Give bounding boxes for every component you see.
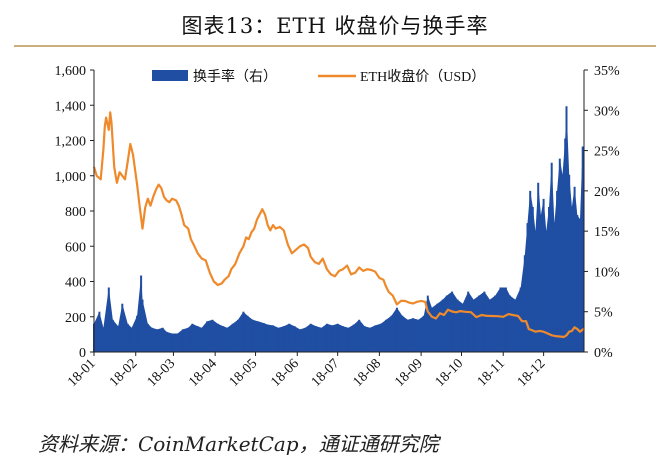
- legend-turnover-swatch: [152, 70, 188, 81]
- x-tick-label: 18-02: [107, 356, 141, 390]
- legend-turnover-label: 换手率（右）: [193, 68, 277, 85]
- x-tick-label: 18-10: [433, 356, 467, 390]
- y-right-tick-label: 0%: [594, 346, 613, 361]
- y-left-tick-label: 1,400: [55, 99, 87, 114]
- x-tick-label: 18-03: [145, 356, 179, 390]
- y-right-tick-label: 5%: [594, 306, 613, 321]
- title-rule: [14, 45, 656, 47]
- y-left-tick-label: 800: [65, 205, 86, 220]
- y-right-tick-label: 30%: [594, 104, 620, 119]
- x-tick-label: 18-01: [65, 356, 99, 390]
- y-right-tick-label: 15%: [594, 225, 620, 240]
- legend-price-label: ETH收盘价（USD）: [360, 68, 485, 85]
- y-left-tick-label: 600: [65, 240, 86, 255]
- price-line: [92, 111, 585, 339]
- chart-title: 图表13：ETH 收盘价与换手率: [181, 14, 489, 38]
- x-tick-label: 18-08: [351, 356, 385, 390]
- price-line-group: [92, 111, 585, 339]
- y-right-tick-label: 35%: [594, 64, 620, 79]
- x-tick-label: 18-05: [227, 356, 261, 390]
- y-left-tick-label: 400: [65, 276, 86, 291]
- y-left-tick-label: 200: [65, 311, 86, 326]
- y-right-tick-label: 20%: [594, 185, 620, 200]
- y-right-tick-label: 10%: [594, 265, 620, 280]
- x-tick-label: 18-12: [515, 356, 549, 390]
- turnover-bars: [93, 106, 584, 352]
- legend: 换手率（右） ETH收盘价（USD）: [152, 68, 485, 85]
- y-left-tick-label: 1,600: [55, 64, 87, 79]
- x-tick-label: 18-11: [475, 356, 508, 389]
- y-left-tick-label: 0: [79, 346, 86, 361]
- x-tick-label: 18-04: [186, 356, 220, 390]
- x-tick-label: 18-07: [309, 356, 343, 390]
- y-right-tick-label: 25%: [594, 145, 620, 160]
- source-note: 资料来源：CoinMarketCap，通证通研究院: [38, 432, 439, 456]
- x-tick-label: 18-09: [392, 356, 426, 390]
- x-tick-label: 18-06: [268, 356, 302, 390]
- y-left-tick-label: 1,200: [55, 135, 87, 150]
- y-left-tick-label: 1,000: [55, 170, 87, 185]
